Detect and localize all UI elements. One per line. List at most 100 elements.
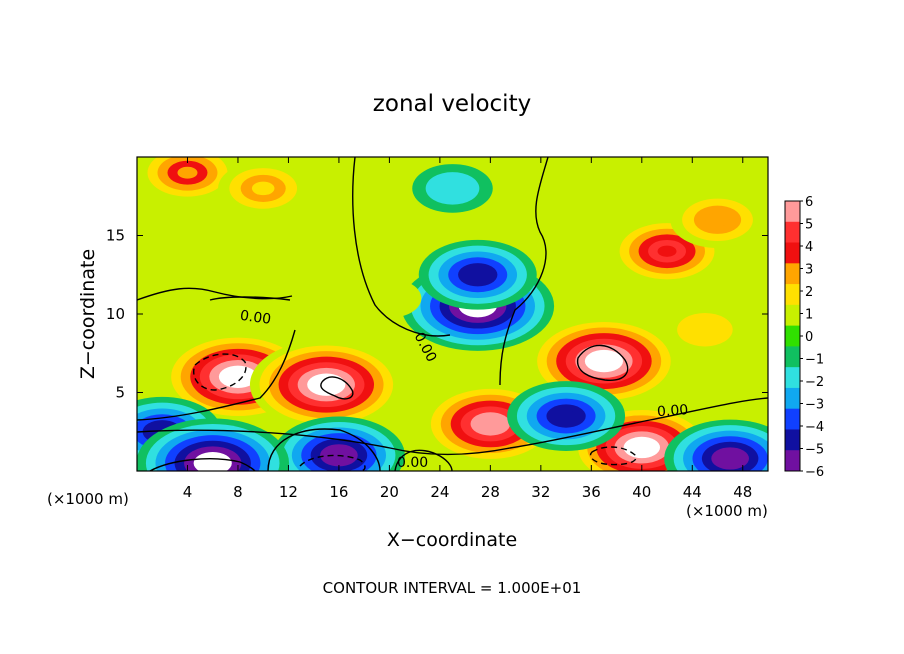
x-tick-label: 4 bbox=[183, 483, 193, 501]
colorbar-tick-label: 1 bbox=[805, 308, 813, 323]
field-feature bbox=[249, 339, 403, 430]
colorbar-segment bbox=[785, 346, 800, 368]
field-level bbox=[203, 457, 223, 469]
field-level bbox=[316, 379, 336, 391]
field-feature bbox=[218, 161, 309, 216]
colorbar-segment bbox=[785, 450, 800, 472]
field-level bbox=[705, 212, 730, 227]
x-tick-label: 20 bbox=[380, 483, 399, 501]
x-axis: 4 8 12 16 20 24 28 32 36 40 44 48 bbox=[183, 157, 752, 501]
field-level bbox=[177, 166, 198, 179]
field-level bbox=[632, 442, 651, 453]
x-tick-label: 44 bbox=[683, 483, 702, 501]
colorbar-segment bbox=[785, 367, 800, 389]
field-feature bbox=[610, 217, 724, 285]
field-feature bbox=[670, 191, 765, 249]
contour-line bbox=[589, 446, 637, 466]
x-tick-label: 40 bbox=[632, 483, 651, 501]
colorbar-tick-label: −6 bbox=[805, 465, 824, 480]
x-tick-label: 28 bbox=[481, 483, 500, 501]
colorbar-segment bbox=[785, 429, 800, 451]
field-feature bbox=[527, 316, 681, 406]
field-level bbox=[372, 209, 407, 231]
contour-line bbox=[499, 157, 549, 386]
colorbar-segment bbox=[785, 242, 800, 264]
field-level bbox=[480, 418, 501, 430]
contour-line bbox=[149, 458, 256, 471]
x-right-unit: (×1000 m) bbox=[686, 502, 768, 520]
contour-label: 0.00 bbox=[239, 308, 272, 328]
colorbar-segment bbox=[785, 387, 800, 410]
contour-line bbox=[209, 296, 291, 301]
field-feature bbox=[412, 164, 493, 213]
x-tick-label: 24 bbox=[430, 483, 449, 501]
field-level bbox=[228, 371, 248, 383]
field-level bbox=[251, 181, 275, 196]
colorbar-segment bbox=[785, 408, 800, 430]
contour-label: 0.00 bbox=[397, 455, 428, 471]
field-level bbox=[467, 268, 488, 281]
colorbar-segment bbox=[785, 304, 800, 327]
y-tick-label: 10 bbox=[106, 305, 125, 323]
colorbar-tick-label: 4 bbox=[805, 240, 813, 255]
x-tick-label: 12 bbox=[279, 483, 298, 501]
y-axis: 5 10 15 bbox=[106, 227, 768, 402]
contour-interval-note: CONTOUR INTERVAL = 1.000E+01 bbox=[323, 579, 582, 597]
y-axis-label: Z−coordinate bbox=[77, 249, 99, 379]
contour-line bbox=[267, 428, 381, 471]
x-tick-label: 48 bbox=[733, 483, 752, 501]
contour-line bbox=[137, 397, 768, 456]
plot-area: 0.00 0.00 0.00 0.00 bbox=[137, 157, 768, 471]
contour-line bbox=[193, 353, 247, 391]
colorbar-segment bbox=[785, 325, 800, 347]
colorbar-segment bbox=[785, 221, 800, 244]
x-left-unit: (×1000 m) bbox=[47, 490, 129, 508]
colorbar-tick-label: −3 bbox=[805, 398, 824, 413]
field-feature bbox=[357, 278, 422, 318]
colorbar-tick-label: −1 bbox=[805, 353, 824, 368]
colorbar-segment bbox=[785, 201, 800, 223]
field-level bbox=[556, 410, 576, 422]
field-level bbox=[594, 355, 614, 367]
contour-line bbox=[137, 329, 296, 421]
colorbar-segment bbox=[785, 263, 800, 285]
y-tick-label: 5 bbox=[115, 384, 125, 402]
x-tick-label: 8 bbox=[233, 483, 243, 501]
colorbar-tick-label: 0 bbox=[805, 330, 813, 345]
colorbar: 6 5 4 3 2 1 0 −1 −2 −3 −4 −5 −6 bbox=[784, 195, 824, 480]
field-level bbox=[691, 321, 719, 339]
x-tick-label: 36 bbox=[582, 483, 601, 501]
contour-line bbox=[576, 344, 629, 381]
zero-contours bbox=[137, 157, 768, 471]
field-feature bbox=[664, 419, 768, 471]
field-feature bbox=[356, 199, 423, 241]
field-level bbox=[373, 288, 406, 309]
field-level bbox=[657, 245, 677, 257]
x-tick-label: 16 bbox=[329, 483, 348, 501]
contour-line bbox=[352, 157, 451, 337]
x-axis-label: X−coordinate bbox=[387, 529, 517, 551]
colorbar-tick-label: 6 bbox=[805, 195, 813, 210]
colorbar-tick-label: 2 bbox=[805, 285, 813, 300]
field-level bbox=[720, 452, 740, 464]
contour-line bbox=[394, 449, 453, 471]
colorbar-tick-label: −2 bbox=[805, 375, 824, 390]
colorbar-tick-label: 3 bbox=[805, 263, 813, 278]
colorbar-segment bbox=[785, 284, 800, 306]
field-level bbox=[439, 180, 466, 197]
y-tick-label: 15 bbox=[106, 227, 125, 245]
field-feature bbox=[507, 381, 626, 451]
field-feature bbox=[273, 416, 405, 471]
contour-label: 0.00 bbox=[657, 402, 689, 420]
contour-line bbox=[320, 376, 354, 400]
velocity-field bbox=[137, 157, 768, 471]
contour-line bbox=[299, 454, 366, 471]
field-feature bbox=[418, 239, 537, 310]
colorbar-tick-label: 5 bbox=[805, 218, 813, 233]
field-feature bbox=[137, 418, 290, 471]
field-feature bbox=[137, 157, 238, 203]
colorbar-tick-label: −5 bbox=[805, 443, 824, 458]
colorbar-tick-label: −4 bbox=[805, 420, 824, 435]
field-feature bbox=[663, 304, 747, 355]
